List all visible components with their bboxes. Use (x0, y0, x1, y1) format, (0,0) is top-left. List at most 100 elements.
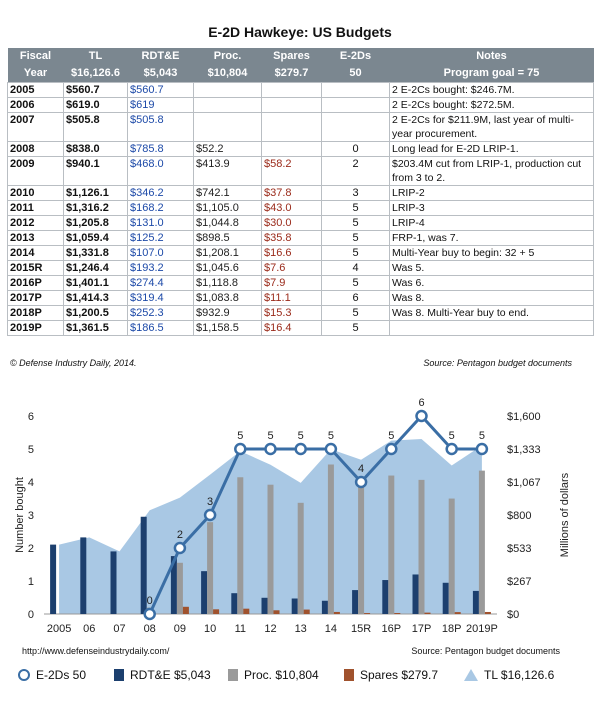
table-cell: 5 (321, 230, 390, 246)
legend-item: E-2Ds 50 (18, 668, 86, 682)
table-cell: LRIP-2 (389, 185, 594, 201)
table-cell: $35.8 (261, 230, 322, 246)
rdte-bar (291, 598, 298, 614)
table-cell: Was 6. (389, 275, 594, 291)
table-cell: $560.7 (63, 82, 128, 98)
spares-bar (394, 613, 401, 614)
table-cell: $1,083.8 (193, 290, 262, 306)
table-row: 2006 $619.0 $619 2 E-2Cs bought: $272.5M. (7, 97, 594, 113)
proc-bar (448, 498, 455, 614)
table-row: 2009 $940.1 $468.0 $413.9 $58.2 2 $203.4M cut … (7, 156, 594, 186)
source-note: Source: Pentagon budget documents (411, 646, 560, 656)
chart-legend: E-2Ds 50 RDT&E $5,043 Proc. $10,804 Spares … (18, 668, 588, 686)
col-header: RDT&E (127, 48, 194, 65)
proc-bar (388, 475, 395, 614)
col-header: Proc. (193, 48, 262, 65)
table-cell: $1,331.8 (63, 245, 128, 261)
table-cell: $1,044.8 (193, 215, 262, 231)
rdte-bar (321, 600, 328, 614)
table-cell: $898.5 (193, 230, 262, 246)
table-cell: 2015R (7, 260, 64, 276)
table-cell: $1,126.1 (63, 185, 128, 201)
table-row: 2010 $1,126.1 $346.2 $742.1 $37.8 3 LRIP-2 (7, 185, 594, 201)
spares-bar (484, 611, 491, 614)
table-cell (261, 97, 322, 113)
spares-bar (454, 612, 461, 614)
rdte-bar (140, 516, 147, 614)
table-cell: 2006 (7, 97, 64, 113)
table-cell: Was 8. Multi-Year buy to end. (389, 305, 594, 321)
table-cell: $125.2 (127, 230, 194, 246)
table-cell: $1,045.6 (193, 260, 262, 276)
col-header: E-2Ds (321, 48, 390, 65)
square-icon (228, 669, 238, 681)
table-cell: 4 (321, 260, 390, 276)
table-row: 2017P $1,414.3 $319.4 $1,083.8 $11.1 6 Was 8. (7, 290, 594, 306)
rdte-bar (201, 571, 208, 614)
rdte-bar (231, 593, 238, 614)
table-row: 2011 $1,316.2 $168.2 $1,105.0 $43.0 5 LRIP-3 (7, 200, 594, 216)
x-tick-label: 16P (382, 623, 402, 635)
table-row: 2019P $1,361.5 $186.5 $1,158.5 $16.4 5 (7, 320, 594, 336)
legend-label: E-2Ds 50 (36, 668, 87, 682)
x-tick-label: 09 (174, 623, 186, 635)
col-header: $279.7 (261, 65, 322, 83)
table-row: 2005 $560.7 $560.7 2 E-2Cs bought: $246.7M. (7, 82, 594, 98)
col-header: 50 (321, 65, 390, 83)
page-title: E-2D Hawkeye: US Budgets (208, 24, 392, 40)
table-cell: $7.9 (261, 275, 322, 291)
table-row: 2018P $1,200.5 $252.3 $932.9 $15.3 5 Was 8. Mu… (7, 305, 594, 321)
e2d-data-label: 5 (298, 430, 304, 442)
e2d-point (385, 442, 398, 456)
col-header: Notes (389, 48, 594, 65)
table-cell: $785.8 (127, 141, 194, 157)
table-cell: 2005 (7, 82, 64, 98)
table-cell: $346.2 (127, 185, 194, 201)
col-header: Year (7, 65, 64, 83)
table-row: 2015R $1,246.4 $193.2 $1,045.6 $7.6 4 Was 5. (7, 260, 594, 276)
spares-bar (333, 611, 340, 614)
e2d-data-label: 2 (177, 529, 183, 541)
table-cell: $742.1 (193, 185, 262, 201)
rdte-bar (442, 582, 449, 614)
table-cell: $193.2 (127, 260, 194, 276)
rdte-bar (80, 537, 87, 614)
e2d-point (475, 442, 489, 456)
table-row: 2007 $505.8 $505.8 2 E-2Cs for $211.9M, las… (7, 112, 594, 142)
legend-label: Spares $279.7 (360, 668, 439, 682)
table-cell: 3 (321, 185, 390, 201)
table-cell: Was 8. (389, 290, 594, 306)
y-tick-left: 1 (28, 576, 34, 588)
spares-bar (213, 609, 220, 614)
table-row: 2016P $1,401.1 $274.4 $1,118.8 $7.9 5 Was 6. (7, 275, 594, 291)
square-icon (114, 669, 124, 681)
table-cell: $107.0 (127, 245, 194, 261)
legend-item: Spares $279.7 (344, 668, 438, 682)
x-tick-label: 2019P (466, 623, 498, 635)
legend-item: TL $16,126.6 (464, 668, 554, 682)
table-cell: 5 (321, 320, 390, 336)
proc-bar (176, 562, 183, 614)
e2d-point (264, 442, 277, 456)
table-cell: Long lead for E-2D LRIP-1. (389, 141, 594, 157)
table-cell: $15.3 (261, 305, 322, 321)
e2d-point (445, 442, 458, 456)
e2d-point (324, 442, 338, 456)
rdte-bar (50, 544, 57, 614)
y-tick-right: $533 (507, 543, 531, 555)
e2d-data-label: 0 (147, 595, 153, 607)
x-tick-label: 13 (295, 623, 307, 635)
e2d-line (148, 413, 482, 615)
e2d-data-label: 6 (418, 397, 424, 409)
spares-bar (273, 610, 280, 614)
e2d-data-label: 5 (388, 430, 394, 442)
table-cell: $1,158.5 (193, 320, 262, 336)
table-cell (321, 112, 390, 142)
table-cell: 6 (321, 290, 390, 306)
table-cell: 2007 (7, 112, 64, 142)
col-header: Spares (261, 48, 322, 65)
x-tick-label: 15R (351, 623, 371, 635)
table-cell: $619 (127, 97, 194, 113)
proc-bar (237, 477, 244, 614)
rdte-bar (110, 551, 117, 614)
